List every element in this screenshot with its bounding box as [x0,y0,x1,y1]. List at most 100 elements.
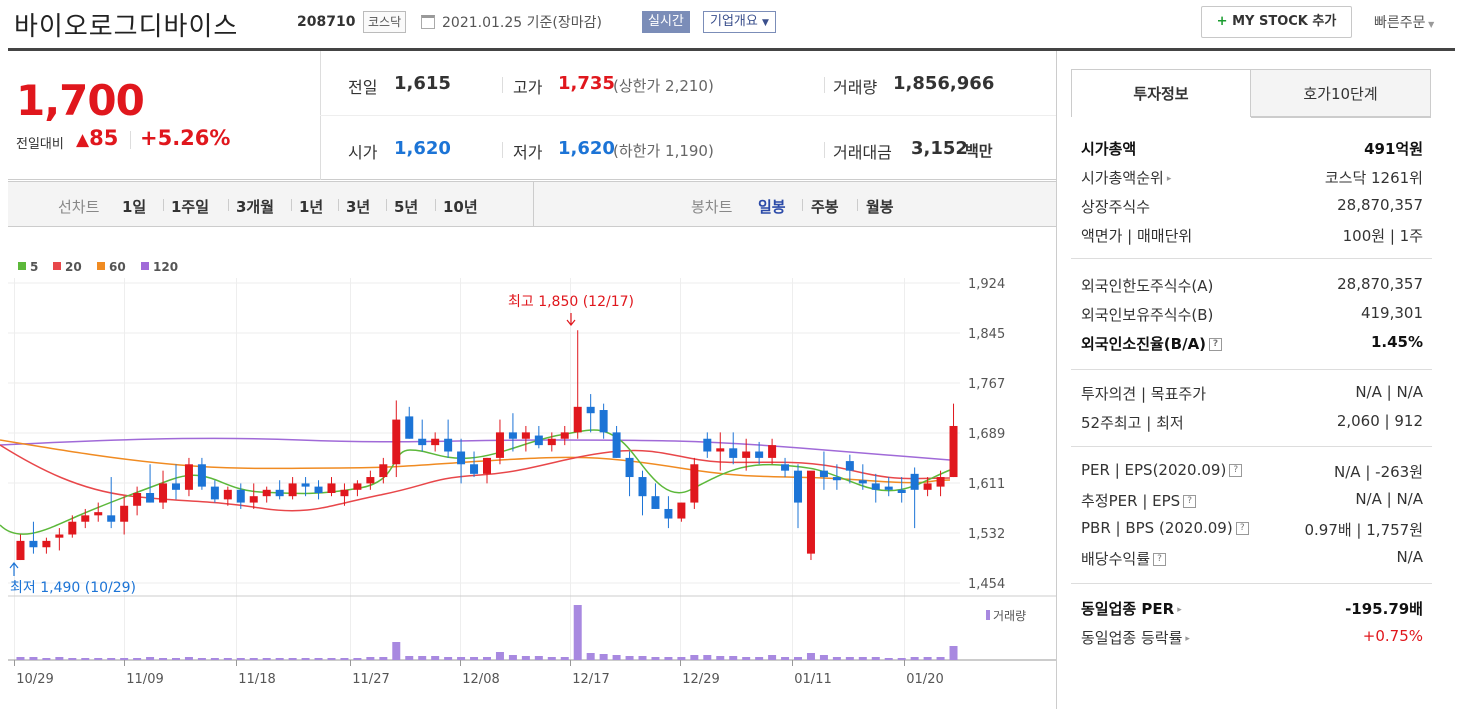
volume-label: 거래량 [833,78,878,97]
candle-body [236,489,245,503]
header-divider [8,48,1455,51]
help-icon[interactable]: ? [1209,338,1223,351]
volume-legend-swatch [986,610,990,620]
x-tick-label: 12/08 [462,672,499,687]
volume-bar [470,657,479,660]
volume-bar [301,658,310,660]
info-key: 추정PER | EPS? [1081,490,1197,511]
candle-body [197,464,206,487]
quick-order-menu[interactable]: 빠른주문 ▼ [1374,12,1434,32]
volume-bar [871,657,880,660]
info-key: PER | EPS(2020.09)? [1081,461,1243,479]
help-icon[interactable]: ? [1235,522,1249,535]
upper-limit: (상한가 2,210) [613,77,714,95]
info-value: 419,301 [1360,304,1423,322]
candle-body [677,502,686,519]
info-row: 상장주식수 28,870,357 [1081,196,1423,220]
info-row: 추정PER | EPS? N/A | N/A [1081,490,1423,514]
help-icon[interactable]: ? [1153,553,1167,566]
candle-period-tab[interactable]: 월봉 [866,198,894,216]
volume-bar [392,642,401,660]
candle-body [223,489,232,500]
candle-period-tab[interactable]: 일봉 [758,198,786,216]
line-period-tab[interactable]: 3개월 [236,198,275,216]
volume-bar [729,656,738,660]
candle-body [768,445,777,458]
line-period-tab[interactable]: 10년 [443,198,478,216]
candle-body [560,432,569,439]
volume-bar [171,658,180,660]
info-row: 외국인한도주식수(A) 28,870,357 [1081,275,1423,299]
candle-body [884,486,893,490]
help-icon[interactable]: ? [1183,495,1197,508]
candle-body [262,489,271,497]
candle-body [651,496,660,509]
chart-legend: 5 20 60 120 [18,260,178,274]
info-row: 투자의견 | 목표주가 N/A | N/A [1081,383,1423,407]
tab-invest-info[interactable]: 투자정보 [1071,69,1251,117]
candle-body [599,410,608,433]
line-period-tab[interactable]: 1주일 [171,198,210,216]
line-period-tab[interactable]: 1년 [299,198,324,216]
info-value: 491억원 [1364,140,1423,158]
low-annotation: 최저 1,490 (10/29) [10,580,136,596]
volume-bar [431,656,440,660]
chevron-right-icon[interactable]: ▸ [1177,604,1182,615]
corp-info-label: 기업개요 [710,14,758,29]
volume-bar [223,658,232,660]
price-summary [8,51,1056,180]
candle-body [133,493,142,506]
legend-swatch [141,262,149,270]
info-key: 동일업종 PER ▸ [1081,600,1182,618]
trade-amount-value: 3,152 [911,138,968,159]
realtime-button[interactable]: 실시간 [642,11,690,33]
ma5-line [0,429,951,535]
candle-body [897,489,906,493]
volume-bar [923,657,932,660]
candle-body [301,483,310,487]
chart-grid: 1,924 1,845 1,767 1,689 1,611 1,532 1,454 [8,277,1056,661]
volume-bar [547,657,556,660]
tab-orderbook[interactable]: 호가10단계 [1250,69,1431,117]
volume-label: 거래량 [993,609,1026,623]
volume-bar [418,656,427,660]
volume-bar [366,657,375,660]
y-tick-label: 1,454 [968,577,1005,592]
line-period-tab[interactable]: 3년 [346,198,371,216]
info-key: 액면가 | 매매단위 [1081,227,1193,245]
candle-body [366,477,375,484]
candle-body [470,464,479,474]
divider [1071,446,1432,447]
candle-body [249,496,258,503]
info-key: 외국인보유주식수(B) [1081,306,1214,324]
corp-info-dropdown[interactable]: 기업개요 ▼ [703,11,776,33]
volume-bar [819,655,828,660]
help-icon[interactable]: ? [1229,464,1243,477]
y-tick-label: 1,924 [968,277,1005,292]
info-row: 동일업종 PER ▸ -195.79배 [1081,598,1423,622]
my-stock-add-button[interactable]: + MY STOCK 추가 [1201,6,1352,38]
candle-period-tab[interactable]: 주봉 [811,198,839,216]
volume-bar [638,656,647,660]
x-tick-label: 11/18 [238,672,275,687]
legend-label: 20 [65,260,82,274]
volume-bar [146,657,155,660]
legend-label: 60 [109,260,126,274]
stock-chart[interactable]: 5 20 60 120 1,9241,8451,7671,6891,6111,5321… [0,228,1056,709]
candle-body [16,540,25,561]
info-value: 코스닥 1261위 [1324,169,1423,187]
volume-bar [405,656,414,660]
line-period-tab[interactable]: 1일 [122,198,147,216]
volume-bar [521,656,530,660]
chevron-right-icon[interactable]: ▸ [1166,173,1172,184]
divider [824,142,825,158]
volume-bar [560,657,569,660]
info-row: 외국인소진율(B/A)? 1.45% [1081,333,1423,357]
candle-body [29,540,38,548]
line-period-tab[interactable]: 5년 [394,198,419,216]
info-key: 외국인한도주식수(A) [1081,277,1214,295]
chevron-right-icon[interactable]: ▸ [1185,633,1190,644]
info-value: -195.79배 [1345,600,1423,618]
high-annotation: 최고 1,850 (12/17) [508,294,634,310]
candle-chart-label: 봉차트 [691,198,733,216]
